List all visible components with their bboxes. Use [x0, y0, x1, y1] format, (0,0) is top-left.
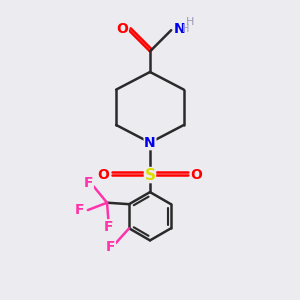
Text: N: N — [144, 136, 156, 150]
Text: H: H — [186, 17, 194, 27]
Text: N: N — [174, 22, 185, 36]
Text: F: F — [84, 176, 93, 190]
Text: H: H — [182, 24, 189, 34]
Text: O: O — [190, 168, 202, 182]
Text: F: F — [104, 220, 113, 234]
Text: O: O — [98, 168, 110, 182]
Text: O: O — [116, 22, 128, 36]
Text: F: F — [106, 240, 115, 254]
Text: S: S — [145, 167, 155, 182]
Text: F: F — [75, 203, 84, 217]
